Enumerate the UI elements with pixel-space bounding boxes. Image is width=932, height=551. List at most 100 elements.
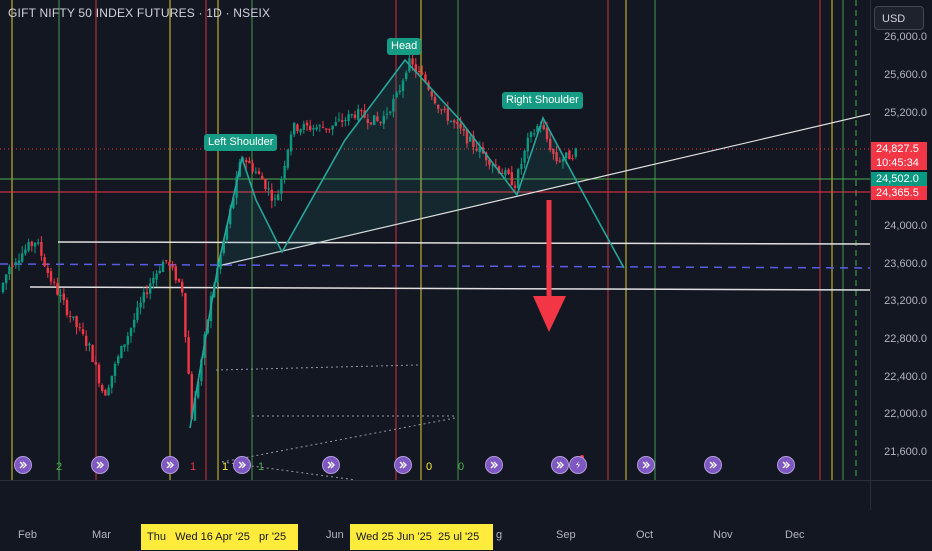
level-price-label: 24,502.0: [871, 172, 927, 186]
candle-body: [1, 282, 5, 293]
event-marker-icon[interactable]: [551, 456, 569, 474]
cycle-number: 1: [190, 461, 197, 473]
candle-body: [184, 293, 187, 338]
candle-body: [155, 273, 158, 280]
price-tick: 23,200.0: [884, 295, 927, 307]
candle-body: [152, 277, 155, 284]
candle-body: [97, 364, 101, 384]
candle-body: [421, 72, 424, 75]
crosshair-date-fragment-2: 25 ul '25: [438, 531, 480, 543]
price-tick: 25,600.0: [884, 69, 927, 81]
candle-body: [107, 387, 110, 396]
candle-body: [376, 116, 379, 121]
candle-body: [517, 169, 520, 189]
candle-body: [424, 74, 427, 82]
candle-body: [264, 179, 267, 189]
price-tick: 21,600.0: [884, 446, 927, 458]
candle-body: [373, 115, 376, 126]
candle-body: [75, 316, 78, 328]
right-shoulder-label: Right Shoulder: [502, 92, 583, 109]
time-tick: Jun: [326, 529, 344, 541]
candle-body: [72, 316, 75, 318]
candle-body: [389, 111, 392, 113]
candle-body: [318, 125, 321, 127]
price-tick: 23,600.0: [884, 258, 927, 270]
candle-body: [350, 114, 353, 116]
candle-body: [414, 64, 417, 73]
candle-body: [257, 171, 261, 174]
event-marker-icon[interactable]: [394, 456, 412, 474]
candle-body: [181, 281, 184, 293]
candle-body: [440, 109, 443, 111]
event-marker-icon[interactable]: [777, 456, 795, 474]
candle-body: [280, 178, 283, 194]
candle-body: [395, 92, 398, 98]
candle-body: [21, 253, 24, 262]
candle-body: [11, 265, 14, 267]
candle-body: [62, 293, 65, 301]
candle-body: [433, 97, 437, 104]
event-marker-icon[interactable]: [233, 456, 251, 474]
time-axis[interactable]: Feb Mar Thu Wed 16 Apr '25 pr '25 Jun We…: [0, 480, 932, 551]
crosshair-date: Wed 16 Apr '25: [175, 531, 250, 543]
candle-body: [24, 249, 27, 254]
candle-body: [392, 98, 395, 112]
event-marker-icon[interactable]: [704, 456, 722, 474]
candle-body: [149, 283, 152, 294]
candle-body: [174, 266, 177, 281]
candle-body: [472, 135, 475, 147]
price-tick: 22,400.0: [884, 371, 927, 383]
candle-body: [446, 108, 449, 121]
cycle-number: 0: [426, 461, 433, 473]
candle-body: [449, 120, 453, 122]
cycle-number: 1: [222, 461, 229, 473]
candle-body: [235, 176, 238, 198]
candle-body: [501, 173, 504, 175]
candle-body: [8, 266, 11, 275]
candle-body: [529, 132, 533, 138]
candle-body: [17, 260, 21, 264]
event-marker-icon[interactable]: [14, 456, 32, 474]
candle-body: [533, 133, 536, 135]
event-marker-icon[interactable]: [322, 456, 340, 474]
head-label: Head: [387, 38, 422, 55]
candle-body: [267, 188, 270, 190]
event-marker-icon[interactable]: [485, 456, 503, 474]
candle-body: [101, 385, 104, 391]
channel-lower-line: [29, 286, 870, 291]
candle-body: [497, 166, 501, 173]
last-price-label: 24,827.5: [871, 142, 927, 156]
candle-body: [469, 136, 472, 142]
event-marker-icon[interactable]: [637, 456, 655, 474]
candle-body: [293, 122, 296, 135]
candle-body: [302, 124, 305, 130]
price-axis[interactable]: 26,000.0 25,600.0 25,200.0 24,000.0 23,6…: [870, 0, 932, 510]
symbol-title[interactable]: GIFT NIFTY 50 INDEX FUTURES · 1D · NSEIX: [8, 6, 271, 20]
neckline: [217, 113, 870, 267]
price-chart[interactable]: [0, 0, 870, 480]
dividend-marker-icon[interactable]: [569, 456, 587, 474]
candle-body: [120, 345, 123, 359]
candle-body: [405, 72, 408, 79]
candle-body: [88, 343, 91, 346]
price-tick: 22,000.0: [884, 408, 927, 420]
price-tick: 26,000.0: [884, 31, 927, 43]
projection-line: [215, 364, 419, 371]
candle-body: [65, 299, 69, 315]
cycle-number: 1: [258, 461, 265, 473]
candle-body: [59, 295, 62, 297]
candle-body: [177, 278, 181, 282]
candle-body: [53, 281, 56, 283]
candle-body: [219, 254, 222, 269]
crosshair-date-label-2: Wed 25 Jun '25 25 ul '25: [350, 524, 493, 550]
event-marker-icon[interactable]: [91, 456, 109, 474]
countdown-label: 10:45:34: [871, 156, 927, 170]
currency-selector[interactable]: USD: [874, 6, 924, 30]
candle-body: [145, 292, 149, 295]
candle-body: [110, 375, 113, 388]
target-arrow-head: [533, 296, 566, 332]
candle-body: [197, 381, 200, 398]
event-marker-icon[interactable]: [161, 456, 179, 474]
candle-body: [545, 127, 549, 140]
candle-body: [123, 344, 126, 348]
